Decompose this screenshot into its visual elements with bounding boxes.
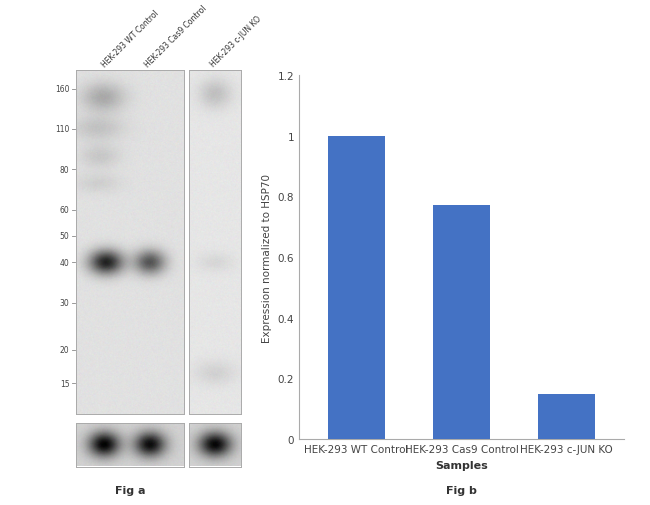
Text: HEK-293 Cas9 Control: HEK-293 Cas9 Control [143,4,209,69]
Text: c-JUN
~ 36 kDa: c-JUN ~ 36 kDa [189,254,229,274]
Text: 20: 20 [60,346,70,355]
Text: Fig b: Fig b [446,485,477,495]
Text: 40: 40 [60,258,70,267]
Text: 60: 60 [60,206,70,215]
X-axis label: Samples: Samples [435,460,488,470]
Text: 110: 110 [55,125,70,134]
Text: HEK-293 WT Control: HEK-293 WT Control [99,9,161,69]
Bar [433,206,490,439]
Text: 80: 80 [60,165,70,174]
Text: 160: 160 [55,85,70,94]
Text: 30: 30 [60,298,70,308]
Bar [538,394,595,439]
Text: 15: 15 [60,379,70,388]
Text: HEK-293 c-JUN KO: HEK-293 c-JUN KO [209,15,263,69]
Text: Fig a: Fig a [115,485,145,495]
Text: HSP70: HSP70 [189,440,216,449]
Y-axis label: Expression normalized to HSP70: Expression normalized to HSP70 [262,173,272,342]
Text: 50: 50 [60,232,70,241]
Bar [328,136,385,439]
